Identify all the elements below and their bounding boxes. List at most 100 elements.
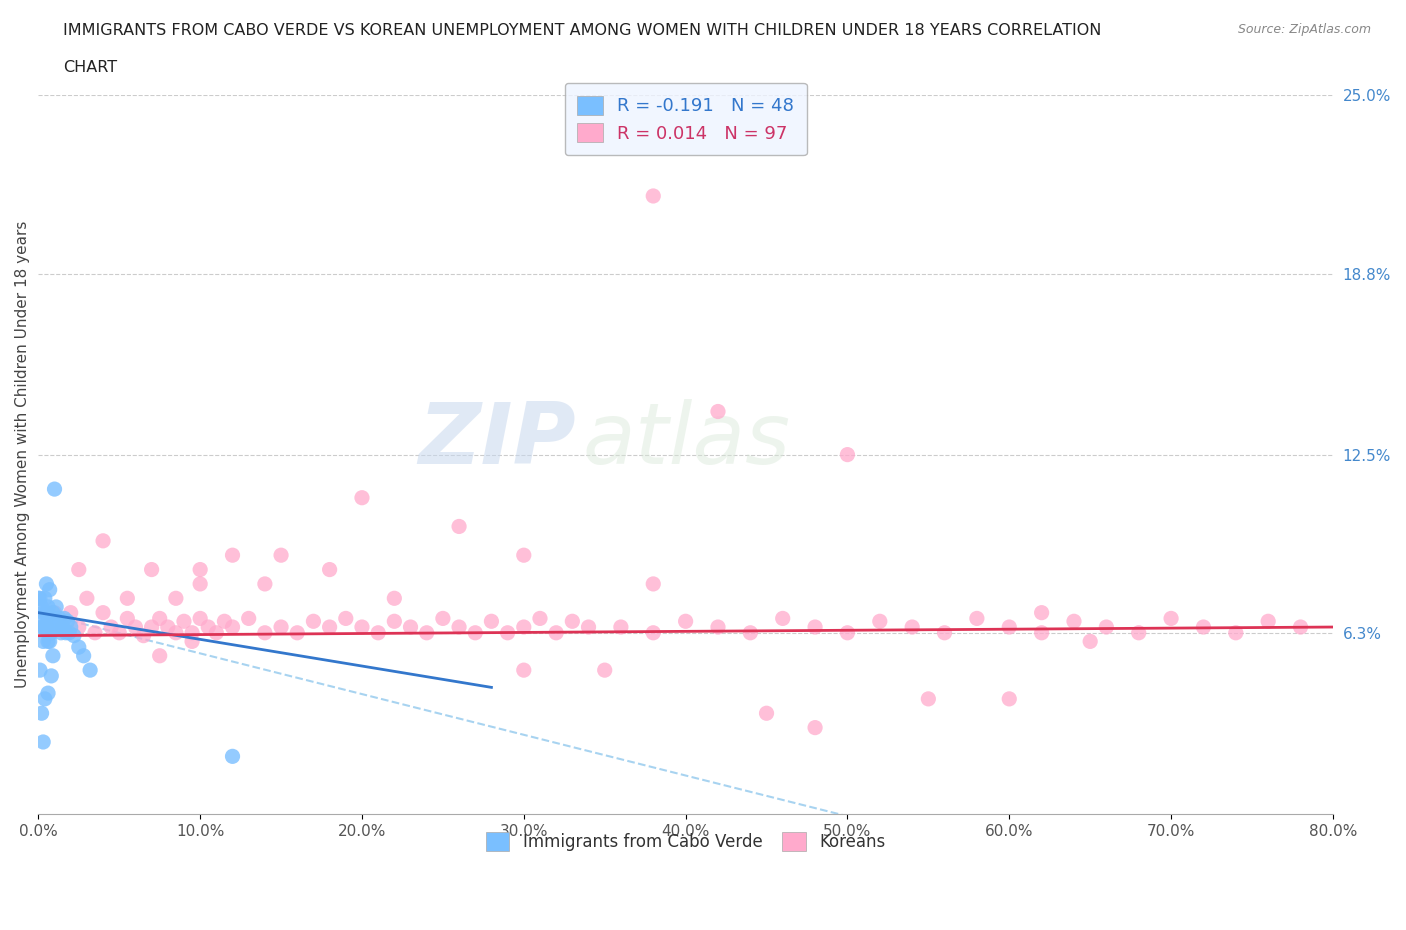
Point [804, 720, 827, 735]
Text: IMMIGRANTS FROM CABO VERDE VS KOREAN UNEMPLOYMENT AMONG WOMEN WITH CHILDREN UNDE: IMMIGRANTS FROM CABO VERDE VS KOREAN UNE… [63, 23, 1102, 38]
Point [53, 611, 76, 626]
Point [221, 548, 243, 563]
Point [1078, 634, 1101, 649]
Point [37, 634, 59, 649]
Point [399, 619, 422, 634]
Point [46, 619, 69, 634]
Point [52, 619, 75, 634]
Point [34, 591, 56, 605]
Point [643, 189, 665, 204]
Point [221, 619, 243, 634]
Point [1095, 619, 1118, 634]
Point [39, 625, 62, 640]
Point [39, 669, 62, 684]
Point [998, 691, 1021, 706]
Point [67, 619, 90, 634]
Point [221, 749, 243, 764]
Point [55, 625, 77, 640]
Point [79, 663, 101, 678]
Point [42, 605, 65, 620]
Point [382, 614, 405, 629]
Point [31, 600, 53, 615]
Point [165, 625, 187, 640]
Point [38, 619, 60, 634]
Point [149, 648, 172, 663]
Point [38, 582, 60, 597]
Point [67, 640, 90, 655]
Point [449, 519, 471, 534]
Point [156, 619, 179, 634]
Point [28, 663, 51, 678]
Point [610, 619, 633, 634]
Point [44, 605, 66, 620]
Point [238, 611, 260, 626]
Point [350, 490, 373, 505]
Point [141, 619, 163, 634]
Point [31, 706, 53, 721]
Point [76, 591, 98, 605]
Point [32, 605, 55, 620]
Point [28, 611, 51, 626]
Point [513, 663, 536, 678]
Point [117, 591, 139, 605]
Legend: Immigrants from Cabo Verde, Koreans: Immigrants from Cabo Verde, Koreans [478, 824, 894, 859]
Point [432, 611, 454, 626]
Point [318, 562, 340, 577]
Point [643, 625, 665, 640]
Point [772, 611, 794, 626]
Point [34, 619, 56, 634]
Point [35, 577, 58, 591]
Point [32, 634, 55, 649]
Point [205, 625, 228, 640]
Point [496, 625, 519, 640]
Point [464, 625, 486, 640]
Point [1192, 619, 1215, 634]
Point [197, 619, 219, 634]
Point [91, 605, 114, 620]
Point [67, 562, 90, 577]
Point [44, 611, 66, 626]
Point [1063, 614, 1085, 629]
Point [35, 619, 58, 634]
Point [100, 619, 122, 634]
Point [28, 591, 51, 605]
Point [707, 404, 730, 418]
Point [42, 619, 65, 634]
Point [578, 619, 600, 634]
Point [32, 619, 55, 634]
Point [141, 562, 163, 577]
Point [35, 619, 58, 634]
Point [1225, 625, 1247, 640]
Point [84, 625, 107, 640]
Point [188, 577, 211, 591]
Point [48, 611, 70, 626]
Point [173, 614, 195, 629]
Point [901, 619, 924, 634]
Point [37, 685, 59, 700]
Point [132, 629, 155, 644]
Point [643, 577, 665, 591]
Point [318, 619, 340, 634]
Point [270, 619, 292, 634]
Point [302, 614, 325, 629]
Text: ZIP: ZIP [418, 399, 575, 482]
Point [804, 619, 827, 634]
Point [253, 577, 276, 591]
Point [270, 548, 292, 563]
Point [755, 706, 778, 721]
Point [188, 611, 211, 626]
Point [382, 591, 405, 605]
Text: Source: ZipAtlas.com: Source: ZipAtlas.com [1237, 23, 1371, 36]
Point [37, 600, 59, 615]
Point [27, 591, 49, 605]
Point [546, 625, 568, 640]
Point [108, 625, 131, 640]
Point [415, 625, 437, 640]
Point [285, 625, 308, 640]
Point [56, 614, 79, 629]
Point [1160, 611, 1182, 626]
Point [707, 619, 730, 634]
Point [675, 614, 697, 629]
Point [837, 447, 859, 462]
Point [449, 619, 471, 634]
